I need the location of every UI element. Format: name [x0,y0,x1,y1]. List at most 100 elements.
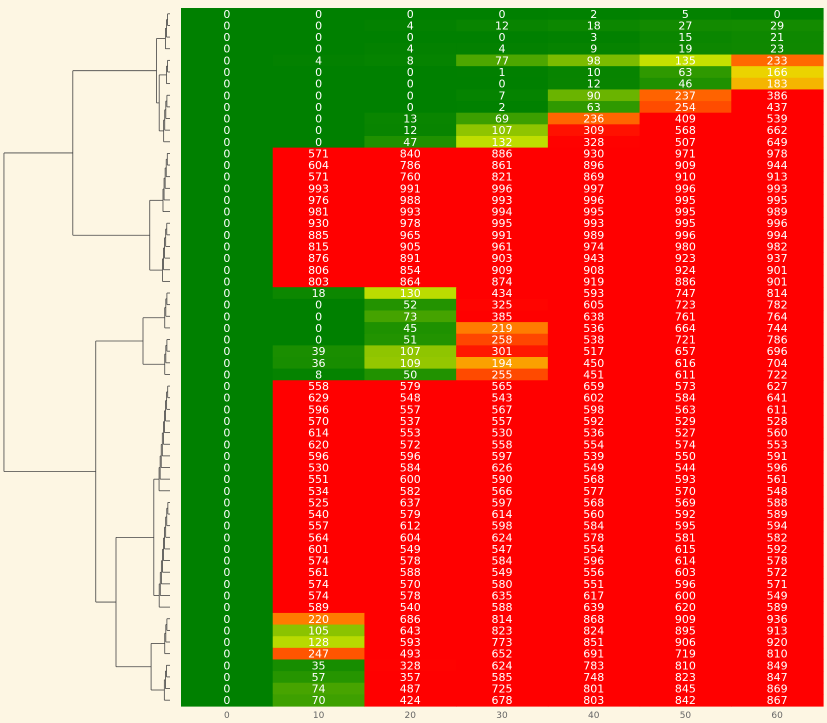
heatmap-cell [639,42,732,56]
heatmap-cell [272,345,366,358]
heatmap-cell [731,682,824,695]
heatmap-cell [456,333,549,346]
heatmap-cell [181,380,274,393]
heatmap-cell [547,147,641,160]
heatmap-cell [181,322,274,335]
cell-label: 0 [499,8,506,21]
cell-label: 0 [223,171,230,184]
heatmap-cell [364,333,457,346]
heatmap-cell [181,461,274,474]
heatmap-cell [731,659,824,672]
heatmap-cell [364,298,457,312]
heatmap-cell [639,391,732,405]
heatmap-cell [272,601,366,614]
cell-label: 549 [767,589,788,602]
heatmap-cells [181,8,824,707]
cell-label: 57 [312,671,326,684]
cell-label: 993 [583,217,604,230]
cell-label: 0 [223,415,230,428]
cell-label: 0 [223,566,230,579]
cell-label: 905 [400,240,421,253]
cell-label: 0 [223,613,230,626]
cell-label: 19 [678,43,692,56]
heatmap-cell [272,54,366,67]
heatmap-cell [364,601,457,614]
cell-label: 571 [308,171,329,184]
dendrogram [3,13,170,701]
cell-label: 601 [308,543,329,556]
heatmap-cell [547,124,641,137]
heatmap-cell [731,461,824,474]
heatmap-cell [181,8,274,21]
heatmap-cell [547,322,641,335]
heatmap-cell [639,368,732,381]
heatmap-cell [639,31,732,44]
heatmap-cell [547,42,641,56]
cell-label: 624 [492,531,513,544]
heatmap-cell [181,519,274,533]
cell-label: 691 [583,648,604,661]
heatmap-cell [731,194,824,207]
cell-label: 577 [583,485,604,498]
heatmap-cell [272,310,366,323]
cell-label: 554 [583,438,604,451]
cell-label: 638 [583,310,604,323]
heatmap-cell [547,182,641,195]
cell-label: 29 [770,19,784,32]
cell-label: 0 [223,601,230,614]
cell-label: 815 [308,240,329,253]
cell-label: 704 [767,357,788,370]
cell-label: 0 [315,19,322,32]
heatmap-cell [547,310,641,323]
cell-label: 936 [767,613,788,626]
cell-label: 10 [587,66,601,79]
cell-label: 593 [583,287,604,300]
cell-label: 991 [492,229,513,242]
heatmap-cell [181,438,274,451]
cell-label: 0 [223,54,230,67]
heatmap-cell [181,403,274,416]
cell-label: 597 [492,496,513,509]
cell-label: 578 [767,555,788,568]
cell-label: 603 [675,566,696,579]
cell-label: 258 [492,334,513,347]
heatmap-cell [731,287,824,300]
heatmap-cell [364,380,457,393]
heatmap-cell [639,333,732,346]
heatmap-cell [181,612,274,626]
heatmap-cell [456,31,549,44]
cell-label: 424 [400,694,421,707]
cell-label: 592 [767,543,788,556]
heatmap-cell [547,66,641,79]
cell-label: 566 [492,485,513,498]
heatmap-cell [181,484,274,498]
cell-label: 876 [308,252,329,265]
cell-label: 596 [767,462,788,475]
cell-label: 840 [400,147,421,160]
cell-label: 560 [583,508,604,521]
cell-label: 988 [400,194,421,207]
heatmap-cell [456,671,549,684]
heatmap-cell [181,368,274,381]
heatmap-cell [731,229,824,242]
cell-label: 971 [675,147,696,160]
cell-label: 995 [675,194,696,207]
cell-label: 579 [400,508,421,521]
heatmap-cell [272,380,366,393]
heatmap-cell [364,694,457,707]
cell-label: 0 [223,229,230,242]
x-tick-label: 50 [680,711,692,719]
heatmap-cell [272,287,366,300]
cell-label: 611 [675,368,696,381]
heatmap-cell [272,519,366,533]
heatmap-cell [364,229,457,242]
cell-label: 582 [400,485,421,498]
cell-label: 547 [492,543,513,556]
cell-label: 0 [223,66,230,79]
cell-label: 803 [308,275,329,288]
heatmap-cell [456,310,549,323]
cell-label: 548 [767,485,788,498]
cell-label: 0 [223,159,230,172]
heatmap-cell [364,31,457,44]
cell-label: 748 [583,671,604,684]
